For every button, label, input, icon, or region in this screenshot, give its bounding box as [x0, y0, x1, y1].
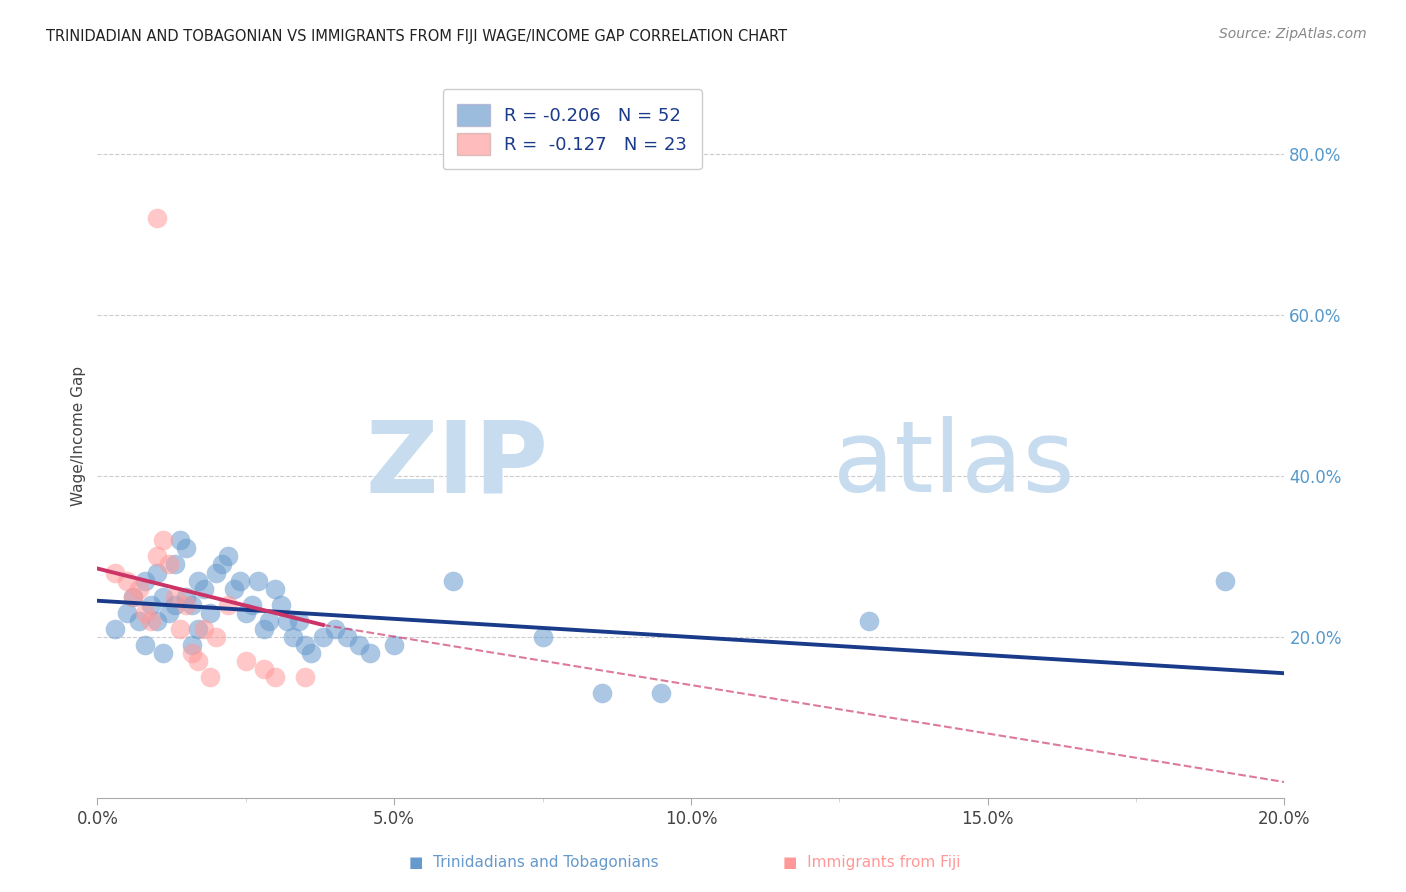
Point — [139, 614, 162, 628]
Point — [152, 533, 174, 548]
Point — [163, 558, 186, 572]
Text: Source: ZipAtlas.com: Source: ZipAtlas.com — [1219, 27, 1367, 41]
Point — [134, 606, 156, 620]
Point — [1213, 574, 1236, 588]
Point — [288, 614, 311, 628]
Point — [176, 598, 198, 612]
Point — [336, 630, 359, 644]
Point — [115, 574, 138, 588]
Point — [139, 598, 162, 612]
Point — [299, 646, 322, 660]
Point — [259, 614, 281, 628]
Point — [145, 211, 167, 225]
Point — [217, 598, 239, 612]
Point — [187, 574, 209, 588]
Point — [283, 630, 305, 644]
Point — [591, 686, 613, 700]
Point — [128, 582, 150, 596]
Y-axis label: Wage/Income Gap: Wage/Income Gap — [72, 366, 86, 506]
Point — [211, 558, 233, 572]
Point — [187, 622, 209, 636]
Point — [443, 574, 465, 588]
Text: ■  Immigrants from Fiji: ■ Immigrants from Fiji — [783, 855, 960, 870]
Text: atlas: atlas — [834, 416, 1076, 513]
Point — [858, 614, 880, 628]
Point — [222, 582, 245, 596]
Point — [240, 598, 263, 612]
Point — [276, 614, 298, 628]
Point — [205, 630, 228, 644]
Point — [134, 574, 156, 588]
Point — [323, 622, 346, 636]
Legend: R = -0.206   N = 52, R =  -0.127   N = 23: R = -0.206 N = 52, R = -0.127 N = 23 — [443, 89, 702, 169]
Point — [650, 686, 672, 700]
Point — [235, 606, 257, 620]
Point — [128, 614, 150, 628]
Point — [347, 638, 370, 652]
Point — [198, 670, 221, 684]
Point — [270, 598, 292, 612]
Point — [122, 590, 145, 604]
Point — [169, 533, 191, 548]
Text: ZIP: ZIP — [366, 416, 548, 513]
Point — [294, 670, 316, 684]
Point — [176, 590, 198, 604]
Point — [193, 582, 215, 596]
Point — [176, 541, 198, 556]
Point — [163, 598, 186, 612]
Point — [235, 654, 257, 668]
Point — [294, 638, 316, 652]
Point — [205, 566, 228, 580]
Point — [187, 654, 209, 668]
Point — [122, 590, 145, 604]
Point — [246, 574, 269, 588]
Point — [152, 646, 174, 660]
Text: ■  Trinidadians and Tobagonians: ■ Trinidadians and Tobagonians — [409, 855, 659, 870]
Point — [157, 606, 180, 620]
Point — [181, 638, 204, 652]
Point — [115, 606, 138, 620]
Point — [104, 622, 127, 636]
Point — [382, 638, 405, 652]
Point — [145, 614, 167, 628]
Point — [134, 638, 156, 652]
Point — [181, 646, 204, 660]
Point — [217, 549, 239, 564]
Point — [104, 566, 127, 580]
Point — [264, 670, 287, 684]
Point — [169, 622, 191, 636]
Point — [264, 582, 287, 596]
Point — [145, 549, 167, 564]
Point — [312, 630, 335, 644]
Point — [193, 622, 215, 636]
Point — [145, 566, 167, 580]
Point — [252, 622, 274, 636]
Point — [157, 558, 180, 572]
Point — [252, 662, 274, 676]
Point — [181, 598, 204, 612]
Point — [229, 574, 252, 588]
Point — [198, 606, 221, 620]
Point — [359, 646, 381, 660]
Text: TRINIDADIAN AND TOBAGONIAN VS IMMIGRANTS FROM FIJI WAGE/INCOME GAP CORRELATION C: TRINIDADIAN AND TOBAGONIAN VS IMMIGRANTS… — [46, 29, 787, 44]
Point — [531, 630, 554, 644]
Point — [163, 590, 186, 604]
Point — [152, 590, 174, 604]
